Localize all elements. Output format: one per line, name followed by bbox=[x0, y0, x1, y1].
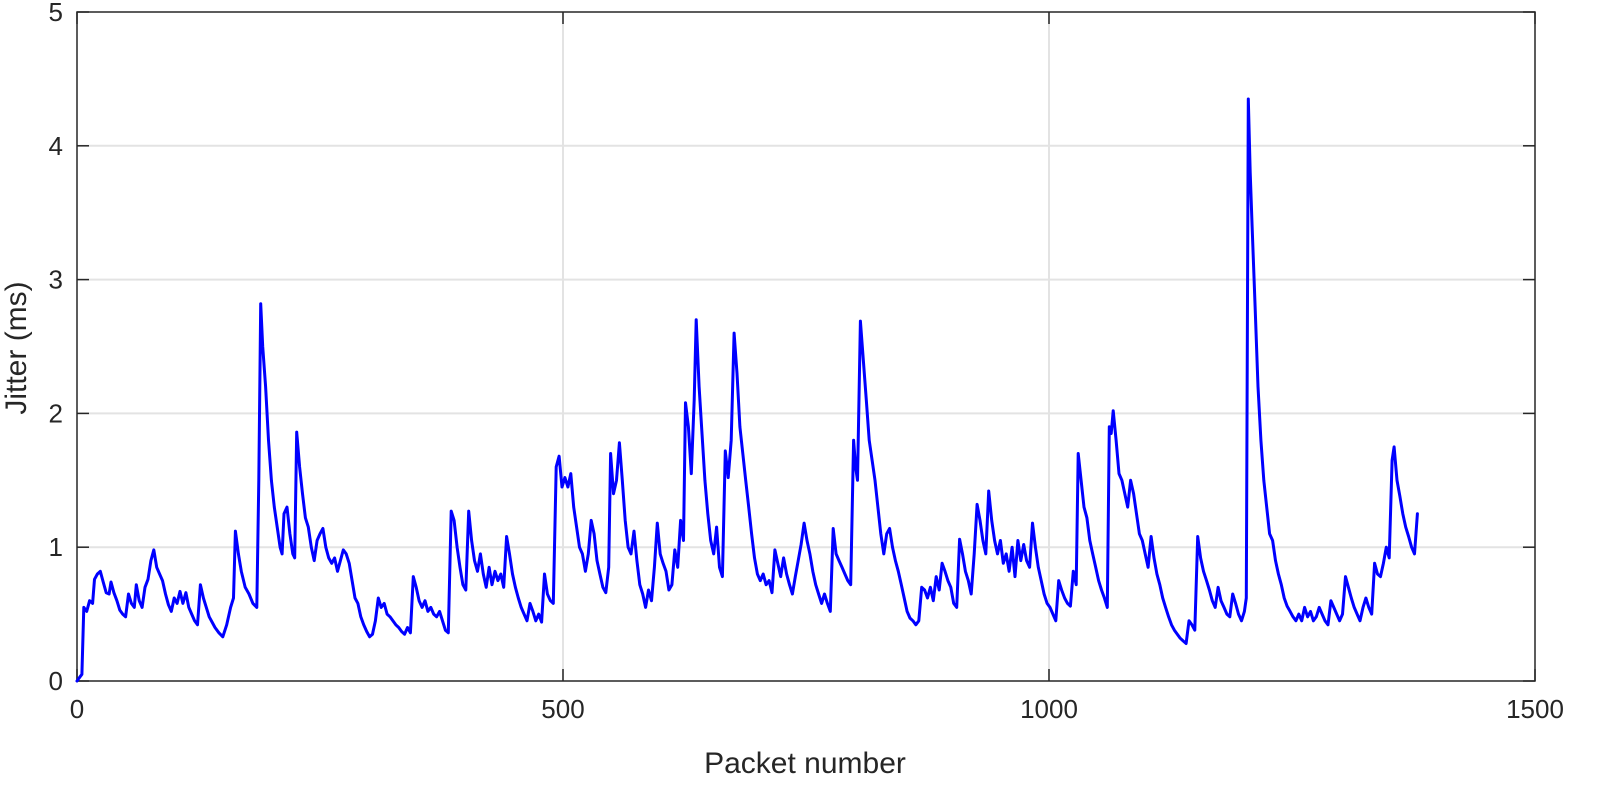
y-axis-label: Jitter (ms) bbox=[0, 281, 33, 414]
x-tick-label: 1000 bbox=[1020, 694, 1078, 724]
plot-frame bbox=[76, 11, 1536, 682]
x-tick-label: 500 bbox=[541, 694, 584, 724]
axes bbox=[76, 11, 1536, 682]
y-tick-label: 4 bbox=[49, 131, 63, 161]
ticks: 0 500 1000 1500 0 1 2 3 4 5 bbox=[49, 0, 1564, 724]
series bbox=[75, 97, 1419, 683]
grid bbox=[77, 12, 1535, 681]
y-tick-label: 1 bbox=[49, 532, 63, 562]
y-tick-label: 5 bbox=[49, 0, 63, 27]
series-line bbox=[75, 97, 1419, 683]
y-tick-label: 3 bbox=[49, 265, 63, 295]
y-tick-label: 0 bbox=[49, 666, 63, 696]
y-tick-label: 2 bbox=[49, 398, 63, 428]
x-tick-label: 0 bbox=[70, 694, 84, 724]
x-tick-label: 1500 bbox=[1506, 694, 1564, 724]
x-axis-label: Packet number bbox=[704, 747, 906, 780]
